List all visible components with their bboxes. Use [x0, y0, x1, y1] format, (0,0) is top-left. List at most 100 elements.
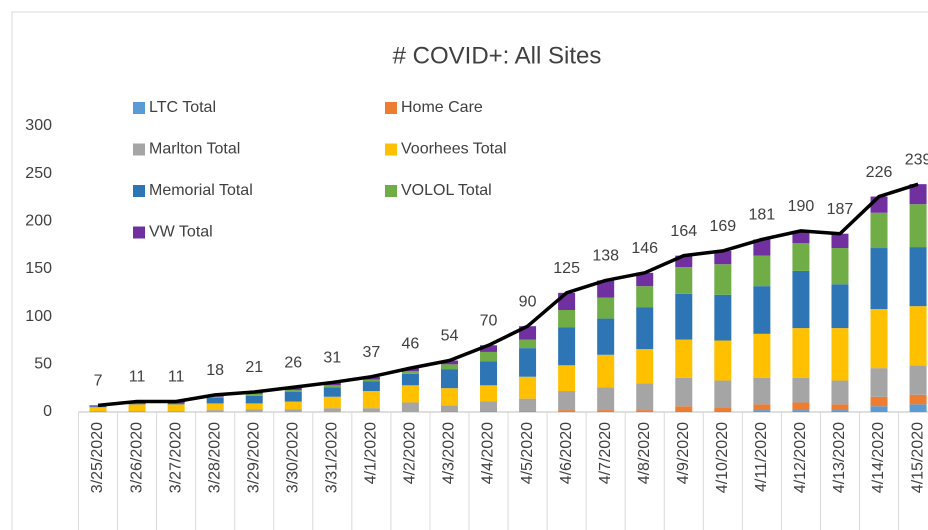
data-label: 37: [362, 344, 380, 361]
bar-segment: [480, 361, 498, 386]
x-tick-label: 4/3/2020: [441, 422, 458, 484]
bar-segment: [909, 204, 927, 248]
bar-segment: [401, 371, 419, 374]
x-tick-label: 4/5/2020: [519, 422, 536, 484]
x-tick-label: 4/6/2020: [558, 422, 575, 484]
bar-segment: [128, 403, 146, 405]
x-tick-label: 4/2/2020: [402, 422, 419, 484]
bar-segment: [362, 381, 380, 392]
data-label: 146: [631, 240, 658, 257]
legend-swatch: [133, 143, 145, 156]
bar-segment: [519, 411, 537, 412]
x-tick-label: 3/29/2020: [245, 422, 262, 493]
bar-segment: [597, 297, 615, 319]
x-tick-label: 3/27/2020: [167, 422, 184, 493]
x-tick-label: 3/28/2020: [206, 422, 223, 493]
bar-segment: [636, 272, 654, 287]
data-label: 138: [592, 248, 619, 265]
bar-segment: [323, 408, 341, 412]
data-label: 181: [749, 207, 776, 224]
bar-segment: [519, 348, 537, 377]
bar-segment: [558, 292, 576, 310]
bar-segment: [675, 293, 693, 340]
bar-segment: [636, 349, 654, 384]
bar-segment: [519, 376, 537, 399]
bar-segment: [480, 411, 498, 412]
x-tick-label: 4/15/2020: [909, 422, 926, 493]
data-label: 190: [788, 198, 815, 215]
bar-segment: [206, 403, 224, 411]
y-tick-label: 150: [25, 260, 52, 277]
bar-segment: [167, 403, 185, 405]
bar-segment: [636, 410, 654, 412]
bar-segment: [714, 407, 732, 412]
x-tick-label: 3/26/2020: [128, 422, 145, 493]
bar-segment: [831, 404, 849, 411]
data-label: 21: [245, 359, 263, 376]
bar-segment: [362, 391, 380, 409]
x-tick-label: 4/4/2020: [480, 422, 497, 484]
bar-segment: [206, 396, 224, 398]
bar-segment: [440, 405, 458, 412]
bar-segment: [714, 340, 732, 381]
bar-segment: [636, 307, 654, 350]
legend-label: Home Care: [401, 99, 483, 116]
bar-segment: [792, 402, 810, 411]
bar-segment: [558, 327, 576, 366]
x-tick-label: 3/31/2020: [324, 422, 341, 493]
bar-segment: [909, 404, 927, 412]
bar-segment: [870, 396, 888, 407]
bar-segment: [753, 286, 771, 334]
data-label: 11: [129, 369, 146, 386]
bar-segment: [362, 408, 380, 412]
bar-segment: [323, 387, 341, 397]
bar-segment: [440, 369, 458, 389]
x-tick-label: 4/14/2020: [870, 422, 887, 493]
legend-swatch: [133, 226, 145, 239]
bar-segment: [870, 212, 888, 249]
bar-segment: [792, 377, 810, 403]
bar-segment: [558, 391, 576, 411]
bar-segment: [714, 411, 732, 412]
bar-segment: [597, 387, 615, 411]
bar-segment: [284, 390, 302, 392]
data-label: 18: [206, 362, 224, 379]
bar-segment: [675, 267, 693, 294]
bar-segment: [558, 410, 576, 412]
x-tick-label: 4/9/2020: [675, 422, 692, 484]
bar-segment: [909, 247, 927, 307]
data-label: 70: [480, 312, 498, 329]
bar-segment: [870, 248, 888, 310]
bar-segment: [519, 339, 537, 349]
x-tick-label: 4/12/2020: [792, 422, 809, 493]
bar-segment: [167, 404, 185, 412]
bar-segment: [792, 270, 810, 329]
legend-swatch: [133, 102, 145, 114]
bar-segment: [89, 405, 107, 407]
bar-segment: [714, 294, 732, 341]
bar-segment: [753, 333, 771, 378]
bar-segment: [558, 309, 576, 328]
bar-segment: [401, 385, 419, 403]
bar-segment: [831, 248, 849, 285]
bar-segment: [480, 385, 498, 402]
bar-segment: [675, 255, 693, 268]
data-label: 31: [323, 350, 341, 367]
bar-segment: [401, 373, 419, 386]
bar-segment: [831, 410, 849, 412]
bar-segment: [792, 243, 810, 271]
bar-segment: [440, 411, 458, 412]
bar-segment: [909, 306, 927, 366]
bar-segment: [89, 407, 107, 412]
bar-segment: [597, 318, 615, 355]
bar-segment: [909, 394, 927, 405]
y-tick-label: 200: [25, 213, 52, 230]
bar-segment: [675, 406, 693, 412]
bar-segment: [870, 196, 888, 213]
data-label: 46: [402, 335, 420, 352]
bar-segment: [909, 184, 927, 205]
bar-segment: [675, 377, 693, 407]
legend-label: Voorhees Total: [401, 141, 507, 158]
x-tick-label: 4/13/2020: [831, 422, 848, 493]
